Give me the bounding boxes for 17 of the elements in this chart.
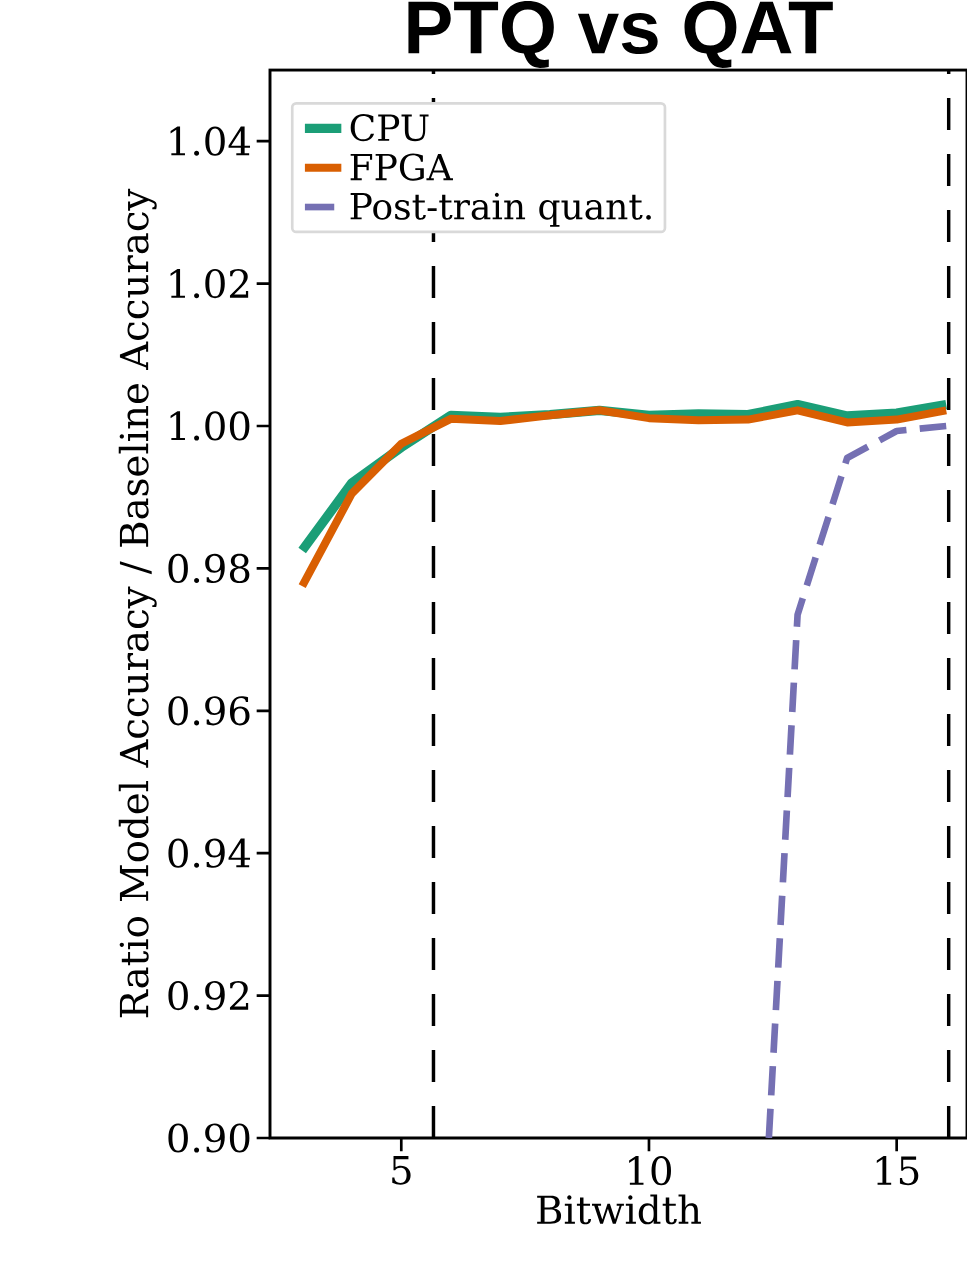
y-tick-label: 1.00: [170, 411, 250, 441]
y-tick-label: 0.90: [168, 1123, 250, 1153]
x-tick-label: 15: [876, 1156, 919, 1186]
y-tick-label: 1.04: [170, 126, 250, 156]
x-tick-label: 5: [392, 1156, 411, 1185]
y-tick-label: 0.96: [168, 696, 250, 726]
y-tick-label: 0.92: [168, 980, 249, 1011]
x-tick-label: 10: [629, 1156, 671, 1186]
legend-label: CPU: [350, 114, 429, 142]
legend-label: FPGA: [350, 153, 453, 181]
x-axis-title: Bitwidth: [537, 1194, 701, 1225]
y-tick-label: 1.02: [170, 268, 249, 299]
y-axis-title: Ratio Model Accuracy / Baseline Accuracy: [118, 188, 157, 1018]
legend-label: Post-train quant.: [350, 192, 651, 227]
chart-title: PTQ vs QAT: [408, 1, 833, 68]
y-tick-label: 0.98: [168, 553, 250, 584]
y-tick-label: 0.94: [168, 838, 250, 868]
